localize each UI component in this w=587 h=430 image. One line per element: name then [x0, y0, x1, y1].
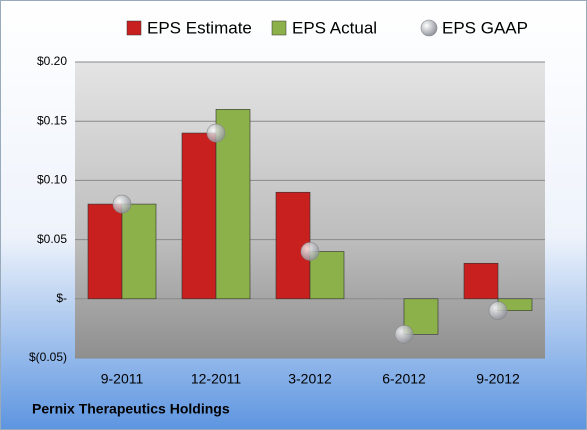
bar	[463, 262, 499, 300]
x-tick-label: 12-2011	[191, 371, 242, 387]
footer: Pernix Therapeutics Holdings	[32, 401, 230, 417]
point	[206, 123, 226, 143]
y-tick-label: $0.15	[37, 113, 67, 127]
y-tick-label: $0.20	[37, 54, 67, 68]
point	[300, 242, 320, 261]
x-tick-label: 3-2012	[288, 371, 332, 387]
point	[112, 194, 132, 214]
legend-label: EPS Actual	[292, 18, 377, 37]
bar	[309, 251, 345, 300]
bar	[181, 132, 217, 300]
y-tick-label: $0.10	[37, 173, 67, 187]
y-tick-label: $-	[56, 291, 67, 305]
x-tick-label: 9-2012	[476, 371, 520, 387]
legend-label: EPS GAAP	[442, 18, 528, 37]
point	[488, 301, 508, 320]
y-tick-label: $(0.05)	[29, 350, 67, 364]
legend-marker	[126, 20, 142, 36]
x-tick-label: 6-2012	[382, 371, 426, 387]
bar	[215, 109, 251, 300]
bar	[87, 203, 123, 300]
legend-marker	[420, 19, 438, 37]
bar	[121, 203, 157, 300]
x-tick-label: 9-2011	[101, 371, 144, 387]
y-tick-label: $0.05	[37, 232, 67, 246]
point	[394, 325, 414, 344]
legend-marker	[271, 20, 287, 36]
legend-label: EPS Estimate	[147, 18, 252, 37]
